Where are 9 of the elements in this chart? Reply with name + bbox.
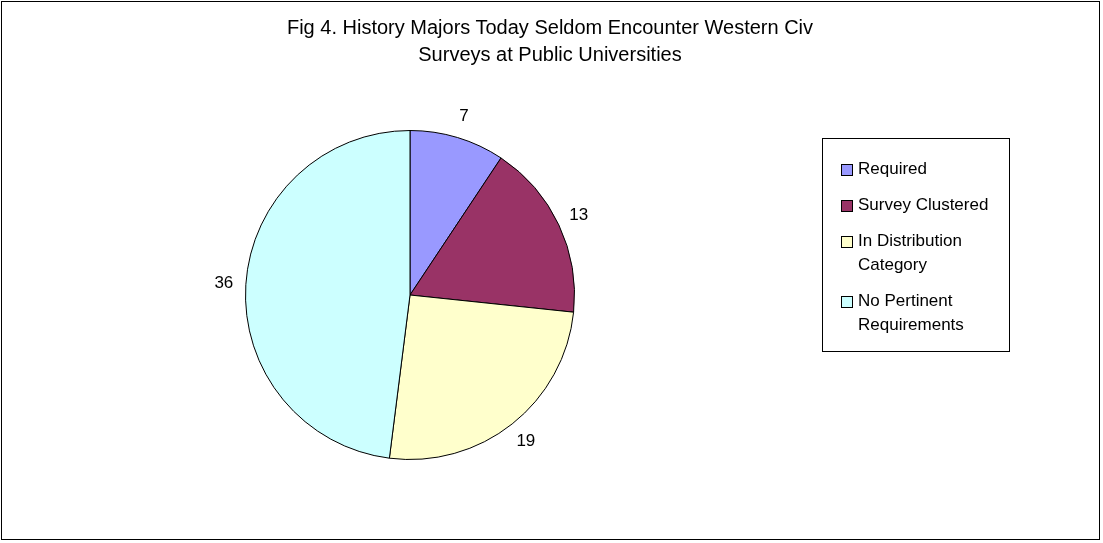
data-label: 36 <box>214 272 234 292</box>
data-label: 13 <box>569 205 589 225</box>
legend-label: Required <box>858 158 927 180</box>
chart-title: Fig 4. History Majors Today Seldom Encounter Western Civ Surveys at Public Universities <box>285 15 815 67</box>
legend-label: In Distribution Category <box>858 230 963 276</box>
data-label: 19 <box>516 430 536 450</box>
legend-label: No Pertinent Requirements <box>858 290 965 336</box>
legend-label: Survey Clustered <box>858 194 989 216</box>
data-label: 7 <box>459 106 469 126</box>
